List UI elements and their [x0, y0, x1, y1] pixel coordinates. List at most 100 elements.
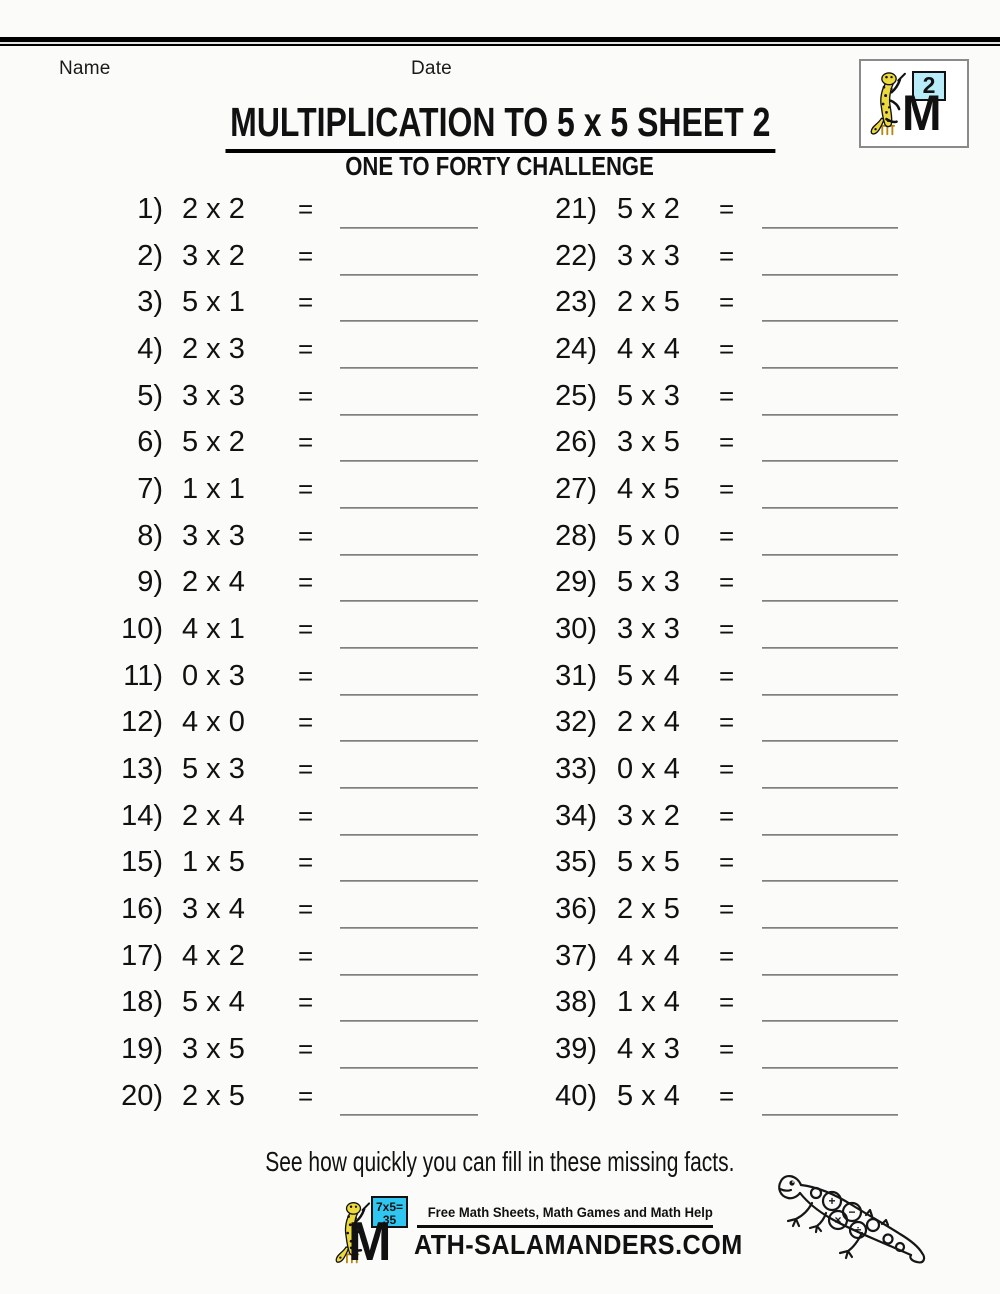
problem-row: 9) 2 x 4 = 29) 5 x 3 = — [0, 559, 1000, 606]
answer-line[interactable] — [762, 320, 898, 323]
problem-expression: 2 x 3 — [182, 333, 245, 366]
problem-row: 20) 2 x 5 = 40) 5 x 4 = — [0, 1073, 1000, 1120]
problem-row: 11) 0 x 3 = 31) 5 x 4 = — [0, 653, 1000, 700]
equals-sign: = — [298, 614, 314, 645]
problem-number: 30) — [555, 613, 597, 646]
answer-line[interactable] — [340, 1113, 478, 1116]
equals-sign: = — [719, 614, 735, 645]
equals-sign: = — [298, 427, 314, 458]
problem-expression: 5 x 4 — [617, 659, 680, 692]
answer-line[interactable] — [340, 320, 478, 323]
answer-line[interactable] — [340, 647, 478, 650]
problem-number: 8) — [137, 519, 163, 552]
equals-sign: = — [298, 940, 314, 971]
answer-line[interactable] — [340, 833, 478, 836]
answer-line[interactable] — [762, 1067, 898, 1070]
problem-number: 3) — [137, 286, 163, 319]
problem-number: 11) — [123, 659, 163, 692]
equals-sign: = — [719, 287, 735, 318]
problem-number: 12) — [121, 706, 163, 739]
answer-line[interactable] — [340, 1020, 478, 1023]
equals-sign: = — [298, 754, 314, 785]
problem-row: 15) 1 x 5 = 35) 5 x 5 = — [0, 839, 1000, 886]
equals-sign: = — [298, 567, 314, 598]
answer-line[interactable] — [340, 600, 478, 603]
answer-line[interactable] — [762, 273, 898, 276]
answer-line[interactable] — [762, 693, 898, 696]
problem-number: 33) — [555, 753, 597, 786]
problem-expression: 3 x 3 — [617, 239, 680, 272]
equals-sign: = — [298, 474, 314, 505]
answer-line[interactable] — [340, 973, 478, 976]
answer-line[interactable] — [340, 367, 478, 370]
answer-line[interactable] — [340, 273, 478, 276]
equals-sign: = — [719, 987, 735, 1018]
equals-sign: = — [298, 1034, 314, 1065]
answer-line[interactable] — [762, 833, 898, 836]
answer-line[interactable] — [762, 553, 898, 556]
equals-sign: = — [298, 987, 314, 1018]
equals-sign: = — [719, 240, 735, 271]
answer-line[interactable] — [340, 507, 478, 510]
problem-expression: 4 x 5 — [617, 473, 680, 506]
problem-row: 13) 5 x 3 = 33) 0 x 4 = — [0, 746, 1000, 793]
equals-sign: = — [719, 894, 735, 925]
answer-line[interactable] — [762, 740, 898, 743]
answer-line[interactable] — [340, 787, 478, 790]
problem-expression: 0 x 3 — [182, 659, 245, 692]
answer-line[interactable] — [340, 880, 478, 883]
answer-line[interactable] — [762, 1020, 898, 1023]
equals-sign: = — [298, 380, 314, 411]
answer-line[interactable] — [762, 367, 898, 370]
problem-expression: 3 x 3 — [182, 519, 245, 552]
answer-line[interactable] — [762, 460, 898, 463]
problem-row: 17) 4 x 2 = 37) 4 x 4 = — [0, 933, 1000, 980]
answer-line[interactable] — [762, 787, 898, 790]
problem-number: 5) — [137, 379, 163, 412]
site-logo: 7x5= 35 M Free Math Sheets, Math Games a… — [333, 1196, 742, 1270]
answer-line[interactable] — [762, 973, 898, 976]
equals-sign: = — [719, 707, 735, 738]
equals-sign: = — [298, 334, 314, 365]
equals-sign: = — [719, 1034, 735, 1065]
answer-line[interactable] — [340, 693, 478, 696]
problem-expression: 5 x 4 — [182, 986, 245, 1019]
problem-expression: 1 x 5 — [182, 846, 245, 879]
problem-row: 6) 5 x 2 = 26) 3 x 5 = — [0, 419, 1000, 466]
problem-number: 27) — [555, 473, 597, 506]
answer-line[interactable] — [762, 227, 898, 229]
problem-number: 2) — [137, 239, 163, 272]
answer-line[interactable] — [762, 507, 898, 510]
answer-line[interactable] — [762, 1113, 898, 1116]
answer-line[interactable] — [762, 413, 898, 416]
sign-answer: 35 — [382, 1213, 397, 1227]
problem-number: 14) — [121, 799, 163, 832]
problem-number: 31) — [555, 659, 597, 692]
problem-expression: 5 x 4 — [617, 1079, 680, 1112]
answer-line[interactable] — [340, 1067, 478, 1070]
answer-line[interactable] — [340, 413, 478, 416]
answer-line[interactable] — [340, 927, 478, 930]
equals-sign: = — [298, 194, 314, 224]
problem-expression: 2 x 5 — [617, 893, 680, 926]
problem-expression: 2 x 4 — [617, 706, 680, 739]
answer-line[interactable] — [762, 647, 898, 650]
logo-divider — [417, 1225, 713, 1228]
problem-row: 4) 2 x 3 = 24) 4 x 4 = — [0, 326, 1000, 373]
answer-line[interactable] — [340, 227, 478, 229]
answer-line[interactable] — [762, 927, 898, 930]
math-salamanders-badge: 2 M — [859, 59, 969, 148]
answer-line[interactable] — [340, 460, 478, 463]
equals-sign: = — [719, 847, 735, 878]
answer-line[interactable] — [762, 600, 898, 603]
top-border-rule — [0, 37, 1000, 46]
problem-number: 17) — [121, 939, 163, 972]
problem-number: 26) — [555, 426, 597, 459]
math-sign-card: 7x5= 35 — [371, 1196, 408, 1228]
answer-line[interactable] — [340, 740, 478, 743]
problem-number: 40) — [555, 1079, 597, 1112]
gecko-drawing: + − × ÷ — [778, 1175, 926, 1264]
answer-line[interactable] — [340, 553, 478, 556]
problem-number: 7) — [137, 473, 163, 506]
answer-line[interactable] — [762, 880, 898, 883]
